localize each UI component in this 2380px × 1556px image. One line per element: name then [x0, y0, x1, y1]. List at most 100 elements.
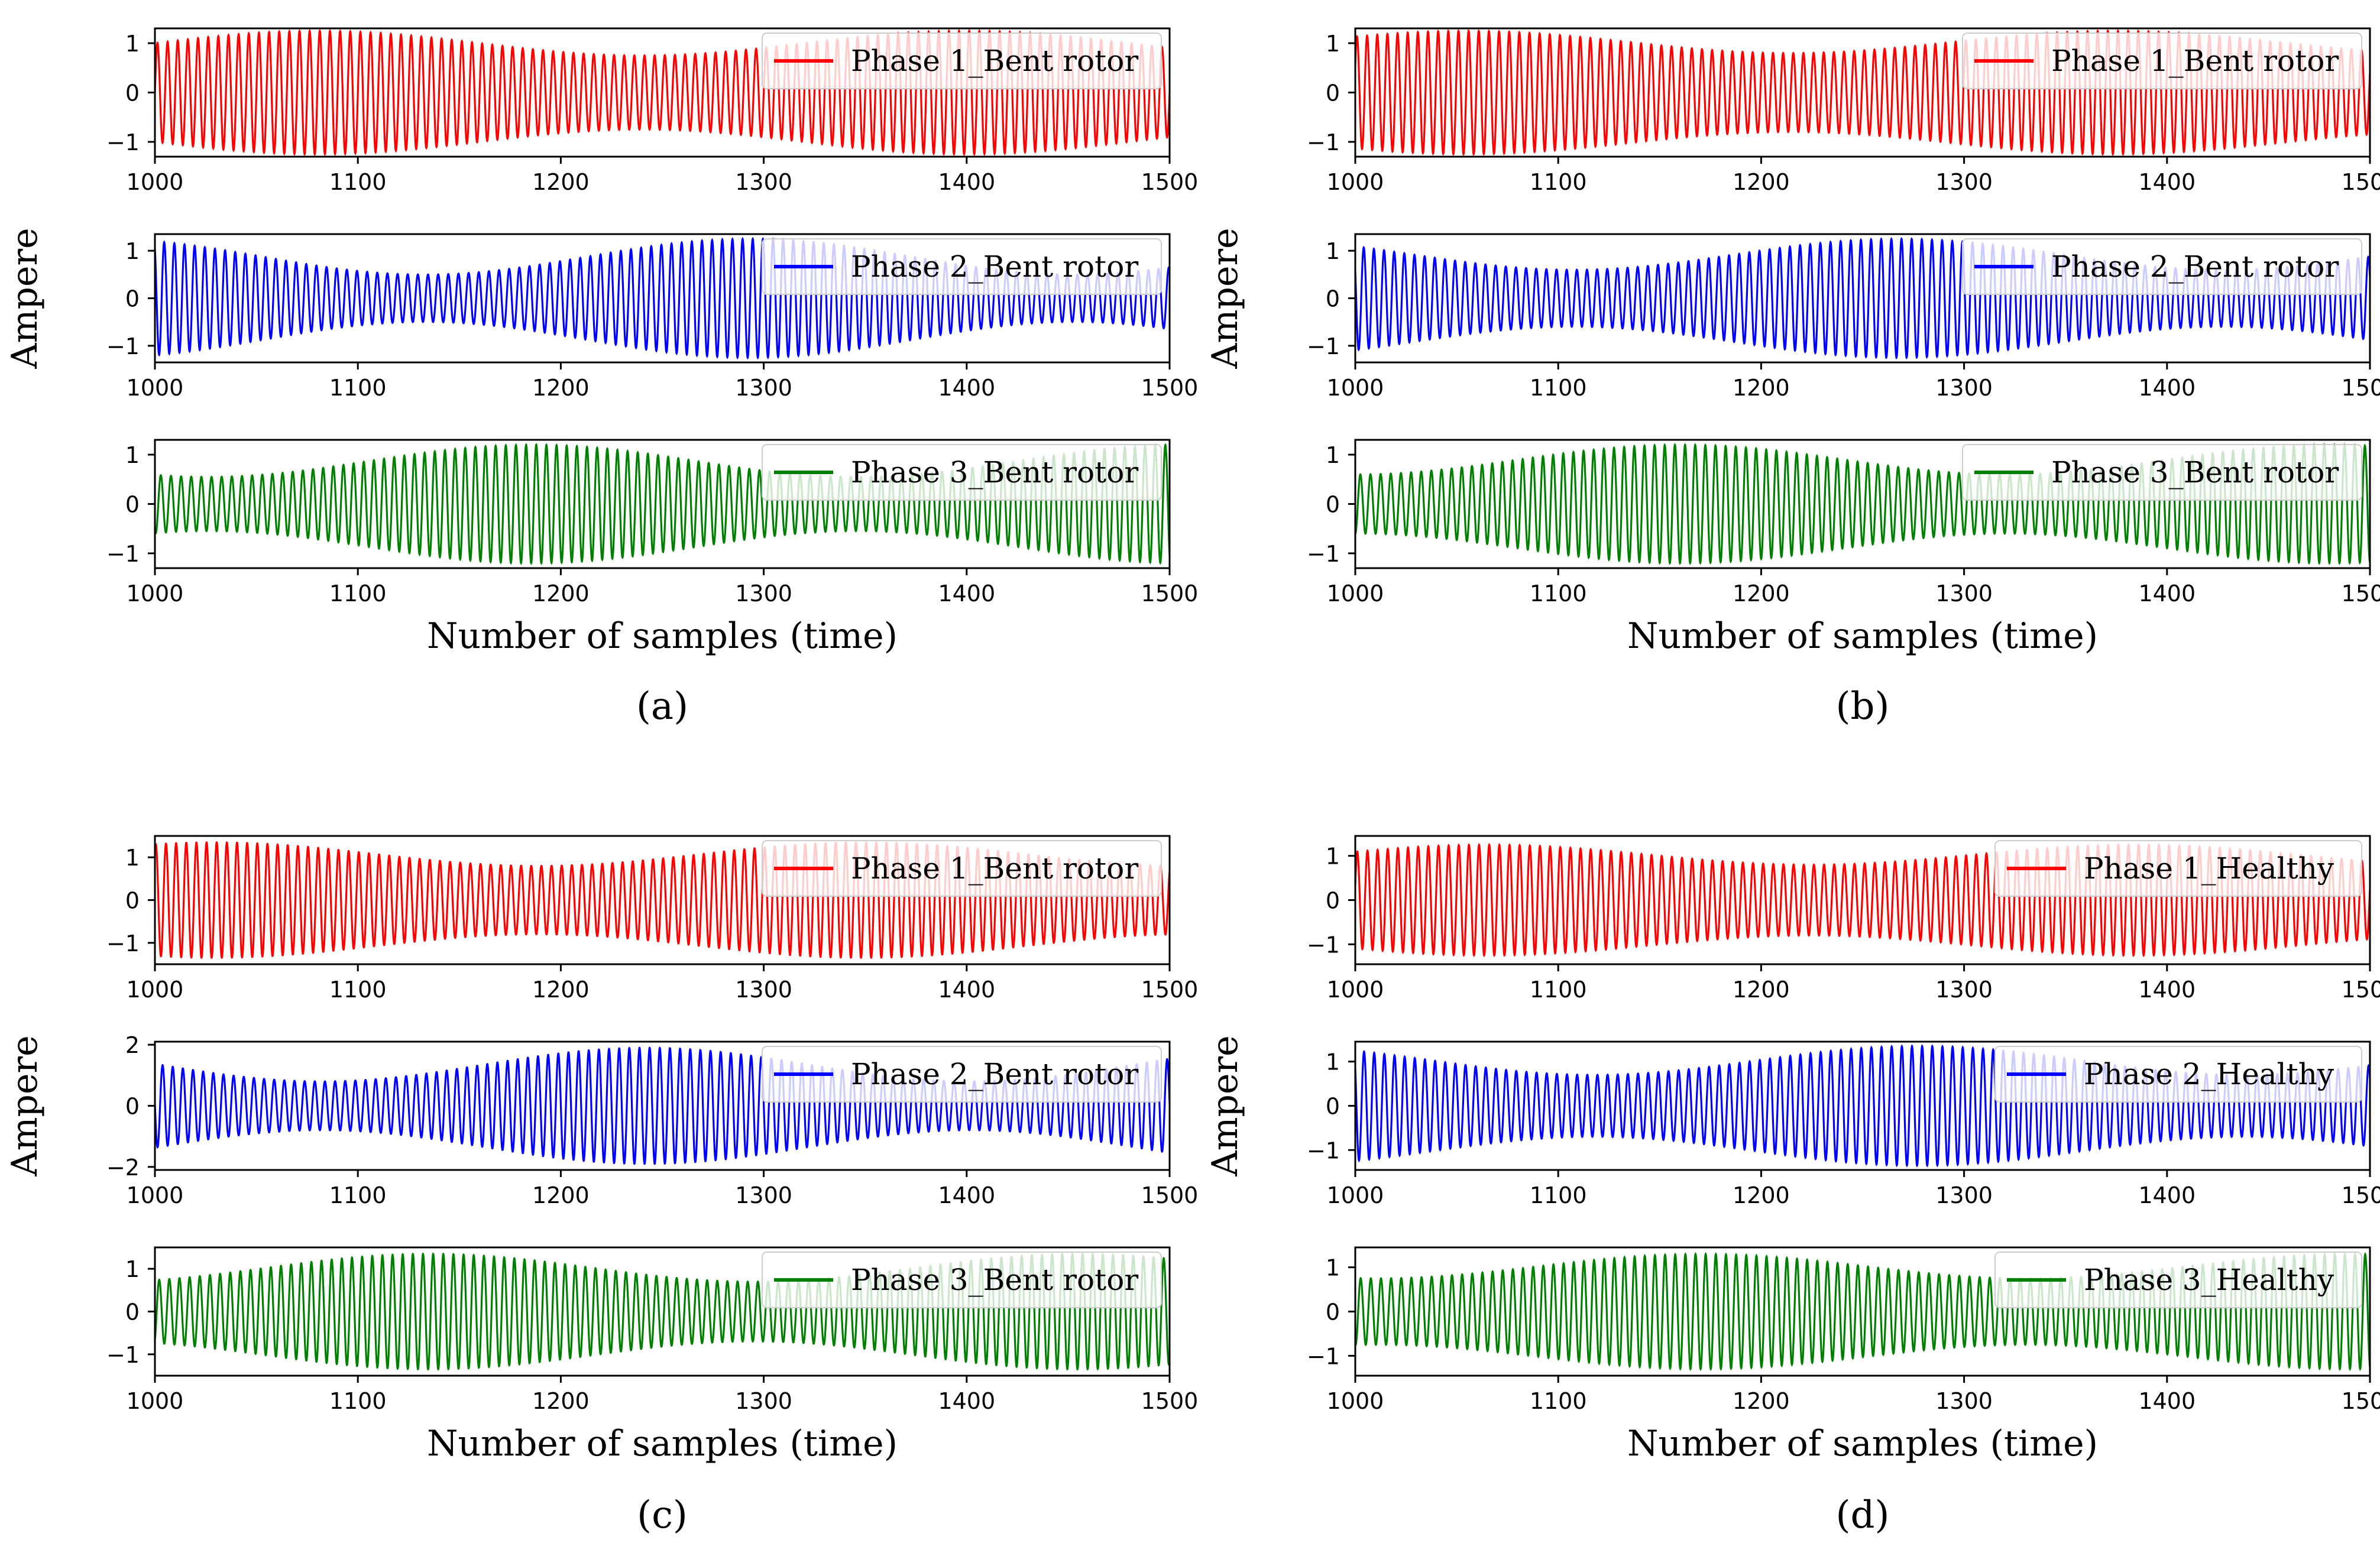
- y-tick-label: 0: [1326, 888, 1340, 914]
- x-tick-label: 1000: [1327, 1182, 1384, 1208]
- subplot-b-3: −1 0 1 1000 1100 1200 1300 1400 1500 Phase 3_Bent…: [1307, 439, 2380, 607]
- legend: Phase 1_Bent rotor: [762, 33, 1162, 89]
- x-tick-label: 1100: [329, 375, 387, 401]
- x-tick-label: 1200: [1733, 375, 1790, 401]
- x-tick-label: 1100: [1530, 1388, 1587, 1414]
- y-tick-label: 0: [125, 286, 140, 312]
- x-tick-label: 1400: [2138, 977, 2196, 1003]
- x-tick-label: 1500: [2342, 169, 2380, 195]
- x-tick-label: 1500: [2342, 1182, 2380, 1208]
- legend-box: [1962, 238, 2362, 295]
- x-tick-label: 1400: [2138, 1182, 2196, 1208]
- y-axis-label: Ampere: [1204, 1035, 1246, 1176]
- x-tick-label: 1000: [1327, 169, 1384, 195]
- legend-box: [762, 1046, 1162, 1103]
- legend-label: Phase 2_Bent rotor: [851, 1057, 1138, 1091]
- legend-box: [1962, 33, 2362, 89]
- y-axis-label: Ampere: [4, 1035, 46, 1176]
- x-tick-label: 1300: [735, 581, 792, 607]
- y-tick-label: 2: [125, 1032, 140, 1058]
- x-tick-label: 1400: [938, 1388, 995, 1414]
- x-tick-label: 1400: [2138, 1388, 2196, 1414]
- legend-box: [762, 840, 1162, 897]
- legend-label: Phase 2_Bent rotor: [851, 249, 1138, 284]
- y-tick-label: 1: [1326, 844, 1340, 870]
- y-tick-label: 1: [1326, 1255, 1340, 1281]
- legend: Phase 2_Bent rotor: [762, 1046, 1162, 1103]
- x-tick-label: 1100: [329, 977, 387, 1003]
- legend: Phase 2_Bent rotor: [1962, 238, 2362, 295]
- x-tick-label: 1500: [1141, 1388, 1199, 1414]
- x-tick-label: 1200: [1733, 581, 1790, 607]
- y-tick-label: 1: [1326, 31, 1340, 57]
- x-tick-label: 1000: [1327, 977, 1384, 1003]
- legend-box: [1962, 444, 2362, 501]
- panel-label: (d): [1836, 1493, 1890, 1537]
- x-tick-label: 1000: [127, 1388, 184, 1414]
- x-tick-label: 1500: [1141, 169, 1199, 195]
- legend: Phase 1_Bent rotor: [762, 840, 1162, 897]
- y-tick-label: 1: [125, 1256, 140, 1282]
- x-tick-label: 1200: [532, 375, 590, 401]
- x-tick-label: 1300: [735, 977, 792, 1003]
- x-axis-label: Number of samples (time): [427, 1423, 898, 1464]
- y-tick-label: 1: [125, 238, 140, 264]
- y-tick-label: −1: [1307, 1137, 1340, 1163]
- x-axis-label: Number of samples (time): [427, 615, 898, 657]
- y-tick-label: 1: [1326, 238, 1340, 264]
- x-tick-label: 1100: [1530, 169, 1587, 195]
- y-tick-label: 0: [1326, 1094, 1340, 1120]
- x-tick-label: 1300: [1935, 977, 1993, 1003]
- x-tick-label: 1500: [2342, 581, 2380, 607]
- legend-box: [762, 444, 1162, 501]
- panel-label: (a): [636, 685, 688, 728]
- y-tick-label: −1: [106, 931, 140, 957]
- legend-box: [762, 33, 1162, 89]
- series-line: [1355, 1044, 2370, 1168]
- x-tick-label: 1400: [938, 1182, 995, 1208]
- x-tick-label: 1100: [1530, 581, 1587, 607]
- subplot-b-1: −1 0 1 1000 1100 1200 1300 1400 1500 Phase 1_Bent…: [1307, 27, 2380, 195]
- x-tick-label: 1100: [329, 581, 387, 607]
- y-tick-label: 0: [1326, 286, 1340, 312]
- x-tick-label: 1200: [532, 1182, 590, 1208]
- subplot-b-2: −1 0 1 1000 1100 1200 1300 1400 1500 Phase 2_Bent…: [1307, 233, 2380, 401]
- x-tick-label: 1300: [735, 1388, 792, 1414]
- legend-box: [1994, 840, 2362, 897]
- legend-label: Phase 3_Healthy: [2084, 1263, 2334, 1297]
- subplot-c-1: −1 0 1 1000 1100 1200 1300 1400 1500 Phase 1_Bent…: [106, 835, 1199, 1003]
- y-tick-label: −1: [1307, 333, 1340, 359]
- x-tick-label: 1500: [2342, 375, 2380, 401]
- x-tick-label: 1100: [1530, 1182, 1587, 1208]
- subplot-c-3: −1 0 1 1000 1100 1200 1300 1400 1500 Phase 3_Bent…: [106, 1246, 1199, 1414]
- legend-box: [1994, 1046, 2362, 1103]
- x-tick-label: 1100: [329, 169, 387, 195]
- legend-label: Phase 3_Bent rotor: [851, 455, 1138, 490]
- x-tick-label: 1300: [1935, 581, 1993, 607]
- x-tick-label: 1500: [1141, 1182, 1199, 1208]
- y-tick-label: 0: [125, 492, 140, 518]
- x-tick-label: 1100: [1530, 977, 1587, 1003]
- x-tick-label: 1200: [532, 977, 590, 1003]
- legend: Phase 1_Healthy: [1994, 840, 2362, 897]
- x-tick-label: 1500: [1141, 977, 1199, 1003]
- x-tick-label: 1200: [1733, 1182, 1790, 1208]
- legend-label: Phase 1_Healthy: [2084, 851, 2334, 886]
- x-tick-label: 1000: [127, 375, 184, 401]
- legend: Phase 2_Bent rotor: [762, 238, 1162, 295]
- y-tick-label: −1: [1307, 541, 1340, 567]
- x-axis-label: Number of samples (time): [1627, 1423, 2098, 1464]
- legend-label: Phase 2_Healthy: [2084, 1057, 2334, 1091]
- legend: Phase 3_Bent rotor: [762, 444, 1162, 501]
- y-tick-label: −1: [106, 1342, 140, 1368]
- x-tick-label: 1200: [1733, 977, 1790, 1003]
- series-line: [1355, 236, 2370, 360]
- x-tick-label: 1300: [735, 375, 792, 401]
- y-tick-label: 1: [125, 845, 140, 871]
- series-line: [155, 236, 1170, 360]
- x-tick-label: 1300: [1935, 375, 1993, 401]
- series-line: [155, 841, 1170, 959]
- x-tick-label: 1500: [1141, 375, 1199, 401]
